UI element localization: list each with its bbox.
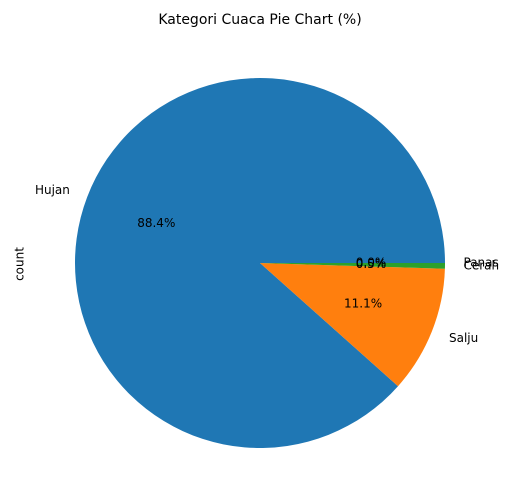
pie-slices [75, 78, 445, 449]
slice-percent-hujan: 88.4% [137, 216, 175, 230]
slice-percent-cerah: 0.5% [356, 257, 387, 271]
slice-label-cerah: Cerah [463, 259, 499, 273]
slice-label-hujan: Hujan [35, 183, 70, 197]
chart-title: Kategori Cuaca Pie Chart (%) [158, 12, 361, 28]
slice-percent-salju: 11.1% [344, 297, 382, 311]
pie-slice-salju [260, 263, 445, 387]
y-axis-label: count [13, 247, 27, 281]
slice-percent-panas: 0.0% [356, 256, 387, 270]
pie-labels: Hujan 88.4% Salju 11.1% Cerah 0.5% Panas 0.0% [35, 183, 499, 345]
slice-label-salju: Salju [449, 331, 478, 345]
pie-slice-cerah [260, 263, 445, 269]
pie-slice-hujan [75, 78, 445, 449]
slice-label-panas: Panas [464, 256, 499, 270]
